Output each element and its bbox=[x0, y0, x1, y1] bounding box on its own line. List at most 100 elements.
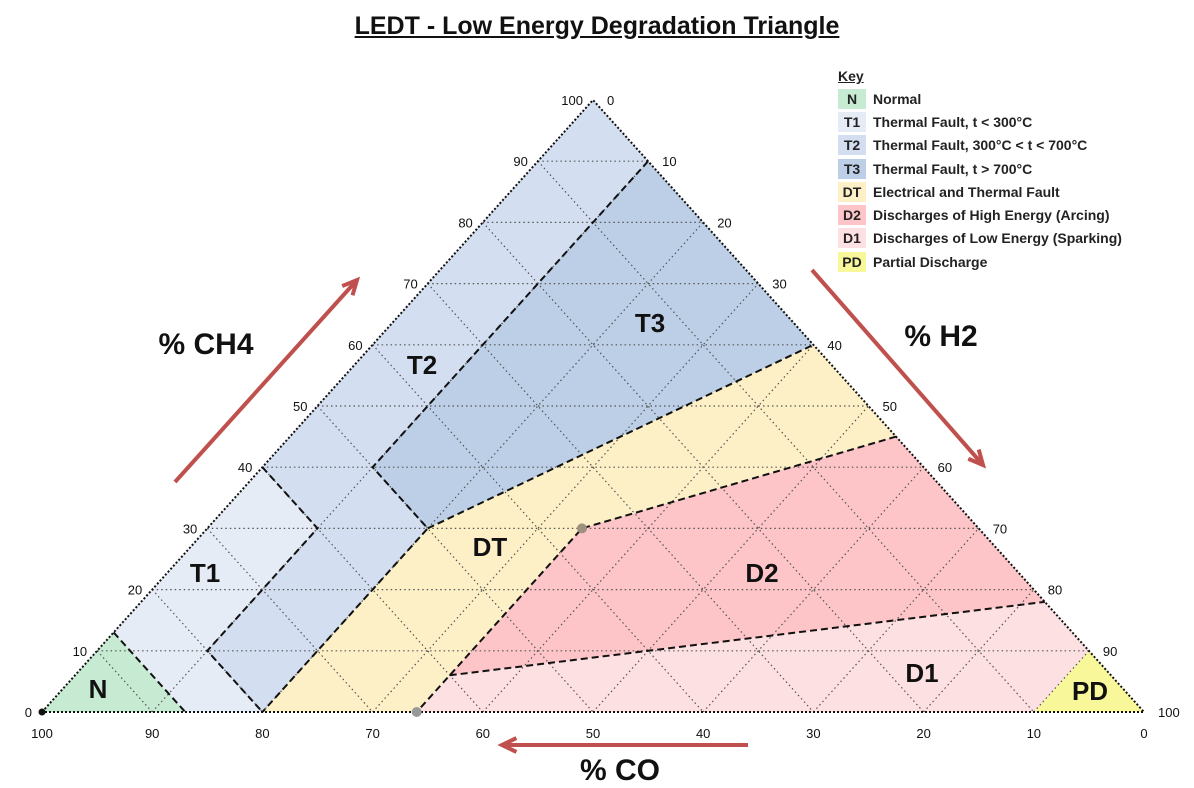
legend-item-t3: T3 Thermal Fault, t > 700°C bbox=[838, 157, 1122, 180]
region-t3 bbox=[372, 161, 814, 529]
legend-swatch: D2 bbox=[838, 205, 866, 226]
tick-label-h2: 60 bbox=[938, 460, 952, 475]
grid-line-co bbox=[372, 344, 704, 713]
grid-line-co bbox=[261, 466, 484, 713]
tick-label-co: 40 bbox=[696, 726, 710, 741]
region-boundary bbox=[427, 343, 814, 530]
region-label-t3: T3 bbox=[635, 308, 665, 338]
legend-swatch: DT bbox=[838, 181, 866, 202]
tick-label-ch4: 70 bbox=[403, 277, 417, 292]
grid-line-h2 bbox=[812, 527, 980, 713]
legend-label: Normal bbox=[873, 90, 922, 107]
legend-swatch: D1 bbox=[838, 228, 866, 249]
grid-line-h2 bbox=[592, 405, 869, 713]
region-label-pd: PD bbox=[1072, 676, 1108, 706]
legend-swatch: N bbox=[838, 88, 866, 109]
grid-line-h2 bbox=[1033, 650, 1090, 713]
region-label-d2: D2 bbox=[745, 558, 778, 588]
legend-label: Electrical and Thermal Fault bbox=[873, 183, 1060, 200]
region-boundary bbox=[112, 631, 187, 713]
axis-label-co: % CO bbox=[580, 754, 660, 787]
legend-swatch: PD bbox=[838, 251, 866, 272]
tick-label-h2: 0 bbox=[607, 93, 614, 108]
marker-dot bbox=[576, 523, 587, 534]
region-n bbox=[42, 632, 186, 712]
legend-item-n: N Normal bbox=[838, 87, 1122, 110]
tick-label-h2: 70 bbox=[993, 521, 1007, 536]
tick-label-co: 20 bbox=[916, 726, 930, 741]
tick-label-h2: 80 bbox=[1048, 583, 1062, 598]
tick-label-h2: 30 bbox=[772, 277, 786, 292]
region-boundary bbox=[205, 466, 319, 713]
tick-label-ch4: 90 bbox=[513, 154, 527, 169]
arrow-h2-icon bbox=[810, 268, 985, 467]
arrow-co-icon-head bbox=[497, 736, 518, 754]
tick-label-co: 10 bbox=[1027, 726, 1041, 741]
grid-line-co bbox=[427, 283, 814, 713]
tick-label-h2: 10 bbox=[662, 154, 676, 169]
tick-label-ch4: 60 bbox=[348, 338, 362, 353]
grid-line-h2 bbox=[702, 466, 925, 713]
legend-item-t2: T2 Thermal Fault, 300°C < t < 700°C bbox=[838, 134, 1122, 157]
grid-line-co bbox=[482, 221, 925, 713]
tick-label-co: 60 bbox=[476, 726, 490, 741]
axis-label-ch4: % CH4 bbox=[158, 328, 253, 361]
corner-dot bbox=[38, 708, 46, 716]
grid-line-co bbox=[537, 160, 1035, 713]
legend-item-d1: D1 Discharges of Low Energy (Sparking) bbox=[838, 227, 1122, 250]
region-label-n: N bbox=[89, 674, 108, 704]
legend-item-pd: PD Partial Discharge bbox=[838, 250, 1122, 273]
region-boundary bbox=[261, 160, 649, 713]
legend-item-d2: D2 Discharges of High Energy (Arcing) bbox=[838, 203, 1122, 226]
legend-title: Key bbox=[838, 68, 864, 84]
region-label-t1: T1 bbox=[190, 558, 220, 588]
tick-label-h2: 90 bbox=[1103, 644, 1117, 659]
tick-label-ch4: 20 bbox=[128, 583, 142, 598]
tick-label-ch4: 80 bbox=[458, 215, 472, 230]
region-pd bbox=[1033, 650, 1144, 712]
axis-label-h2: % H2 bbox=[904, 320, 977, 353]
tick-label-co: 50 bbox=[586, 726, 600, 741]
region-d1 bbox=[416, 601, 1089, 712]
arrow-ch4-icon bbox=[173, 278, 359, 484]
legend-swatch: T3 bbox=[838, 158, 866, 179]
region-label-dt: DT bbox=[473, 532, 508, 562]
grid-line-co bbox=[96, 650, 153, 713]
legend-label: Discharges of High Energy (Arcing) bbox=[873, 207, 1110, 224]
tick-label-h2: 20 bbox=[717, 215, 731, 230]
region-label-d1: D1 bbox=[905, 658, 938, 688]
tick-label-ch4: 100 bbox=[561, 93, 583, 108]
tick-label-co: 80 bbox=[255, 726, 269, 741]
arrow-ch4-icon-head bbox=[341, 276, 361, 296]
legend-label: Discharges of Low Energy (Sparking) bbox=[873, 230, 1122, 247]
tick-label-ch4: 40 bbox=[238, 460, 252, 475]
tick-label-h2: 40 bbox=[827, 338, 841, 353]
tick-label-ch4: 0 bbox=[25, 705, 32, 720]
legend: Key N Normal T1 Thermal Fault, t < 300°C T2 T… bbox=[838, 68, 1122, 273]
region-d2 bbox=[449, 436, 1045, 676]
region-label-t2: T2 bbox=[407, 350, 437, 380]
marker-dot bbox=[411, 707, 422, 717]
legend-item-dt: DT Electrical and Thermal Fault bbox=[838, 180, 1122, 203]
tick-label-h2: 100 bbox=[1158, 705, 1180, 720]
region-boundary bbox=[449, 600, 1045, 677]
grid-line-co bbox=[206, 527, 374, 713]
tick-label-co: 0 bbox=[1140, 726, 1147, 741]
arrow-h2-icon-head bbox=[967, 449, 987, 469]
tick-label-ch4: 50 bbox=[293, 399, 307, 414]
triangle-outline bbox=[39, 98, 1147, 713]
tick-label-co: 90 bbox=[145, 726, 159, 741]
legend-label: Thermal Fault, t > 700°C bbox=[873, 160, 1033, 177]
grid-line-h2 bbox=[261, 221, 704, 713]
legend-swatch: T1 bbox=[838, 111, 866, 132]
legend-swatch: T2 bbox=[838, 135, 866, 156]
grid-line-co bbox=[317, 405, 594, 713]
tick-label-h2: 50 bbox=[883, 399, 897, 414]
tick-label-ch4: 30 bbox=[183, 521, 197, 536]
legend-label: Partial Discharge bbox=[873, 253, 988, 270]
grid-line-h2 bbox=[923, 589, 1035, 713]
tick-label-co: 100 bbox=[31, 726, 53, 741]
tick-label-co: 70 bbox=[365, 726, 379, 741]
legend-item-t1: T1 Thermal Fault, t < 300°C bbox=[838, 110, 1122, 133]
